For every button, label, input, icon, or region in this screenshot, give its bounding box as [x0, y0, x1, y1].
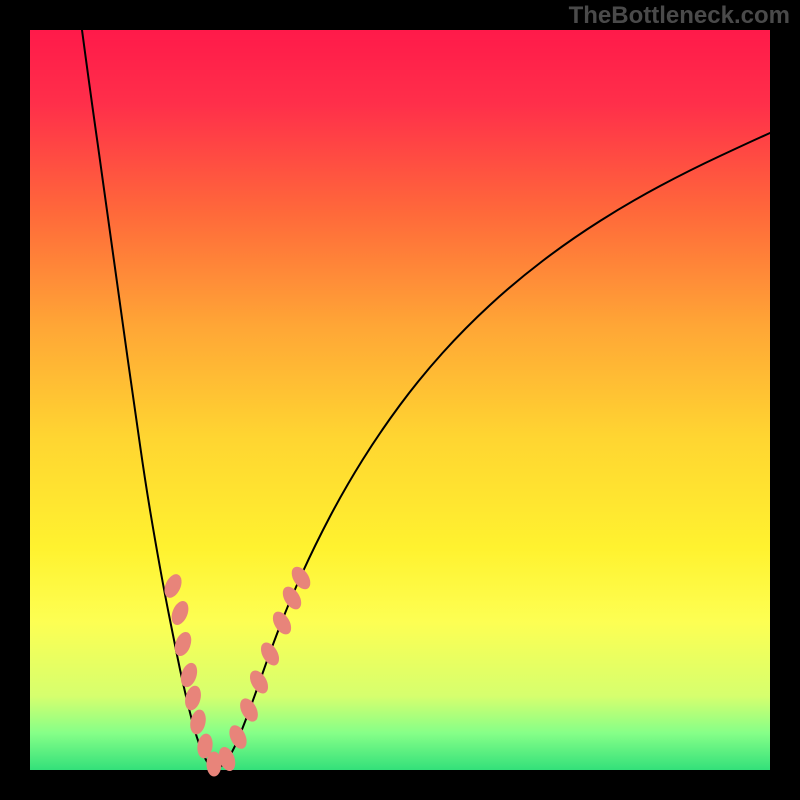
chart-svg — [0, 0, 800, 800]
plot-gradient — [30, 30, 770, 770]
chart-container: TheBottleneck.com — [0, 0, 800, 800]
watermark-text: TheBottleneck.com — [569, 2, 790, 30]
